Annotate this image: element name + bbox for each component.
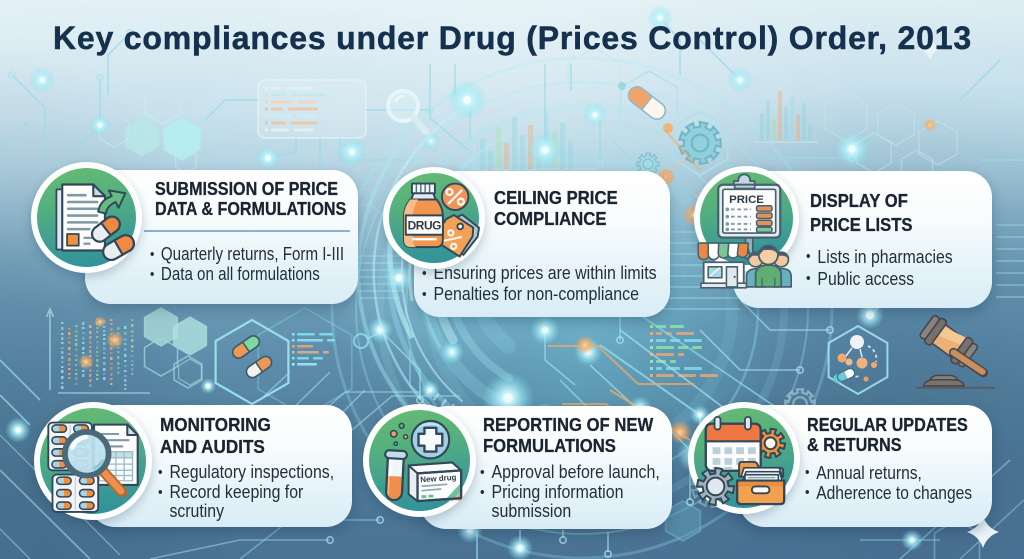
svg-text:DRUG: DRUG <box>408 218 441 232</box>
svg-text:PRICE: PRICE <box>729 194 764 206</box>
svg-text:New drug: New drug <box>420 473 457 485</box>
